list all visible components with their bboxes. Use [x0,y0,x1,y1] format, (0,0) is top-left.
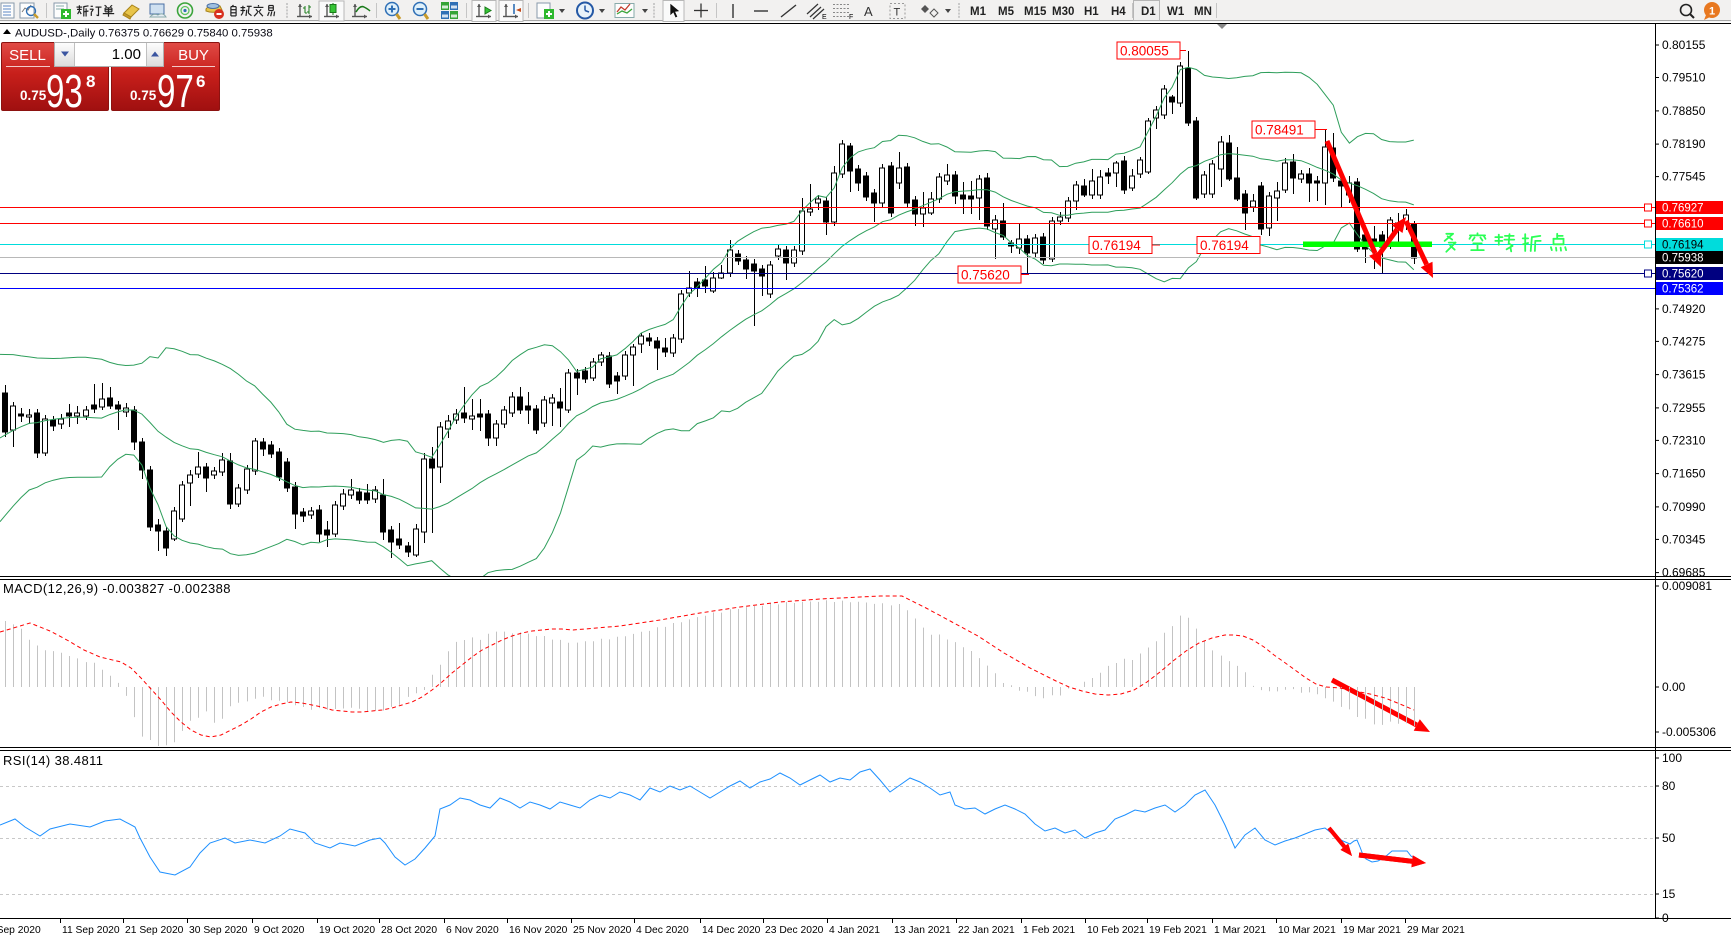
svg-text:30 Sep 2020: 30 Sep 2020 [189,925,248,936]
svg-text:9 Oct 2020: 9 Oct 2020 [254,925,305,936]
svg-text:0.80155: 0.80155 [1662,38,1706,52]
svg-text:13 Jan 2021: 13 Jan 2021 [894,925,951,936]
svg-text:A: A [864,4,873,19]
svg-text:28 Oct 2020: 28 Oct 2020 [381,925,437,936]
svg-text:RSI(14) 38.4811: RSI(14) 38.4811 [3,753,103,768]
svg-text:MACD(12,26,9) -0.003827 -0.002: MACD(12,26,9) -0.003827 -0.002388 [3,581,231,596]
svg-text:16 Nov 2020: 16 Nov 2020 [509,925,568,936]
svg-text:H4: H4 [1111,6,1126,18]
svg-text:21 Sep 2020: 21 Sep 2020 [125,925,184,936]
svg-text:AUDUSD-,Daily 0.76375 0.76629: AUDUSD-,Daily 0.76375 0.76629 0.75840 0.… [15,28,273,40]
svg-text:0.78190: 0.78190 [1662,137,1706,151]
svg-text:0.76194: 0.76194 [1662,240,1704,252]
svg-text:10 Feb 2021: 10 Feb 2021 [1087,925,1145,936]
svg-text:M5: M5 [998,6,1015,18]
svg-text:0.00: 0.00 [1662,680,1686,694]
svg-text:29 Mar 2021: 29 Mar 2021 [1407,925,1465,936]
svg-text:15: 15 [1662,887,1676,901]
svg-text:25 Nov 2020: 25 Nov 2020 [573,925,632,936]
svg-text:22 Jan 2021: 22 Jan 2021 [958,925,1015,936]
svg-text:0.72310: 0.72310 [1662,433,1706,447]
svg-text:80: 80 [1662,779,1676,793]
svg-text:4 Jan 2021: 4 Jan 2021 [829,925,880,936]
svg-text:0.75362: 0.75362 [1662,284,1704,296]
svg-text:6 Nov 2020: 6 Nov 2020 [446,925,499,936]
svg-text:0: 0 [1662,911,1669,925]
svg-text:0.70990: 0.70990 [1662,500,1706,514]
svg-text:4 Dec 2020: 4 Dec 2020 [636,925,689,936]
svg-text:0.73615: 0.73615 [1662,368,1706,382]
svg-text:0.72955: 0.72955 [1662,401,1706,415]
svg-text:M1: M1 [970,6,987,18]
svg-text:50: 50 [1662,831,1676,845]
svg-text:0.76194: 0.76194 [1200,238,1249,253]
svg-text:0.74275: 0.74275 [1662,334,1706,348]
svg-text:-0.005306: -0.005306 [1662,725,1716,739]
svg-text:1: 1 [1709,6,1715,18]
svg-text:19 Mar 2021: 19 Mar 2021 [1343,925,1401,936]
svg-text:0.75938: 0.75938 [1662,253,1704,265]
svg-text:19 Feb 2021: 19 Feb 2021 [1149,925,1207,936]
svg-text:14 Dec 2020: 14 Dec 2020 [702,925,761,936]
svg-text:0.77545: 0.77545 [1662,170,1706,184]
svg-text:1 Feb 2021: 1 Feb 2021 [1023,925,1075,936]
svg-text:F: F [849,14,853,21]
svg-text:0.70345: 0.70345 [1662,532,1706,546]
svg-text:0.79510: 0.79510 [1662,71,1706,85]
svg-text:E: E [822,14,827,21]
svg-text:D1: D1 [1141,6,1156,18]
svg-text:2 Sep 2020: 2 Sep 2020 [0,925,41,936]
svg-text:H1: H1 [1084,6,1099,18]
svg-text:0.009081: 0.009081 [1662,579,1712,593]
svg-text:0.75620: 0.75620 [961,268,1010,283]
svg-text:0.76927: 0.76927 [1662,203,1704,215]
svg-text:0.78850: 0.78850 [1662,104,1706,118]
svg-text:W1: W1 [1167,6,1185,18]
svg-text:0.78491: 0.78491 [1255,123,1304,138]
svg-text:M30: M30 [1052,6,1074,18]
svg-text:100: 100 [1662,751,1682,765]
svg-text:0.75620: 0.75620 [1662,269,1704,281]
svg-text:0.71650: 0.71650 [1662,467,1706,481]
svg-text:0.74920: 0.74920 [1662,302,1706,316]
svg-text:0.76194: 0.76194 [1092,238,1141,253]
svg-text:M15: M15 [1024,6,1047,18]
svg-text:MN: MN [1194,6,1212,18]
svg-text:1 Mar 2021: 1 Mar 2021 [1214,925,1266,936]
svg-text:0.80055: 0.80055 [1120,44,1169,59]
svg-text:19 Oct 2020: 19 Oct 2020 [319,925,375,936]
svg-text:10 Mar 2021: 10 Mar 2021 [1278,925,1336,936]
svg-text:0.69685: 0.69685 [1662,566,1706,580]
svg-text:0.76610: 0.76610 [1662,219,1704,231]
svg-text:11 Sep 2020: 11 Sep 2020 [62,925,120,936]
svg-text:T: T [894,7,901,19]
svg-text:23 Dec 2020: 23 Dec 2020 [765,925,824,936]
